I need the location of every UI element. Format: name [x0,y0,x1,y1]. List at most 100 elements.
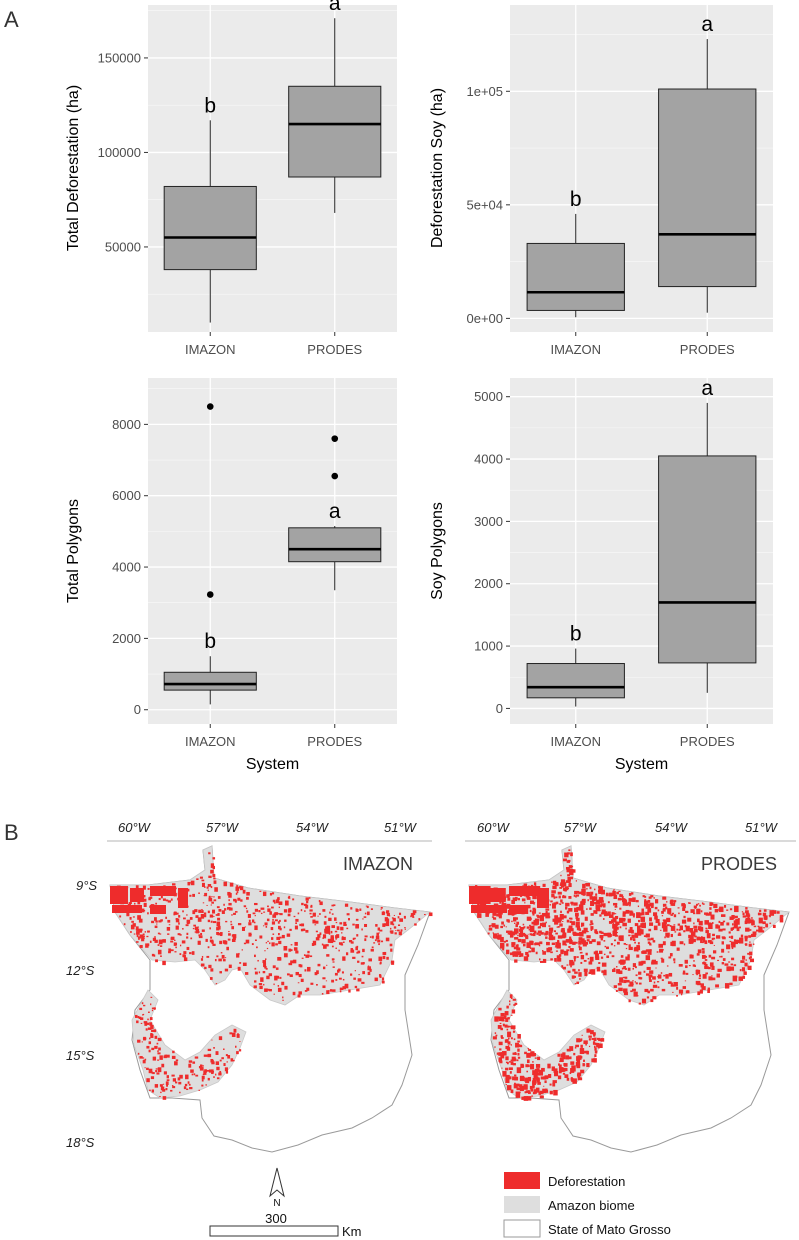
deforestation-patch [568,849,571,852]
deforestation-patch [560,899,563,903]
deforestation-patch [190,880,195,886]
deforestation-patch [504,1011,509,1016]
deforestation-patch [339,922,343,925]
deforestation-patch [218,1072,222,1076]
deforestation-patch [567,874,571,877]
deforestation-patch [632,988,636,992]
deforestation-patch [379,962,382,965]
deforestation-patch [223,881,228,887]
map-title-prodes: PRODES [701,854,777,874]
deforestation-patch [599,934,604,939]
deforestation-patch [377,939,381,943]
deforestation-patch [706,933,711,939]
deforestation-patch [322,985,326,989]
deforestation-patch [506,949,510,955]
deforestation-patch [283,945,288,951]
deforestation-patch [742,912,745,916]
deforestation-patch [562,1052,566,1056]
y-tick-label: 150000 [98,50,141,65]
deforestation-patch [641,911,645,916]
x-tick-label: PRODES [307,342,362,357]
deforestation-patch [245,972,249,975]
deforestation-patch [344,903,349,907]
deforestation-patch [253,985,257,989]
deforestation-patch [522,943,526,947]
deforestation-patch [701,986,706,990]
deforestation-patch [603,969,607,972]
deforestation-patch [235,1045,237,1048]
deforestation-patch [530,940,534,946]
deforestation-patch [676,947,680,951]
deforestation-patch [562,915,567,919]
deforestation-patch [231,934,235,937]
deforestation-patch [696,936,700,941]
deforestation-patch [702,974,707,979]
deforestation-patch [149,1089,151,1091]
deforestation-patch [623,898,626,901]
deforestation-patch [532,1080,536,1085]
deforestation-patch [715,984,719,988]
deforestation-patch [498,915,502,919]
deforestation-patch [519,895,523,897]
deforestation-patch [119,915,122,918]
deforestation-patch [273,913,276,916]
deforestation-patch [745,910,749,914]
deforestation-patch [717,959,720,962]
deforestation-patch [716,973,720,978]
deforestation-patch [230,920,232,923]
deforestation-patch [254,939,257,942]
deforestation-patch [152,937,156,942]
deforestation-patch [354,970,356,972]
deforestation-patch [144,1058,147,1061]
deforestation-patch [140,1022,143,1024]
deforestation-patch [613,894,618,900]
deforestation-patch [569,1072,572,1075]
deforestation-patch [607,934,612,937]
deforestation-patch [541,912,547,917]
deforestation-patch [217,912,220,916]
deforestation-patch [712,950,717,954]
deforestation-patch [519,953,524,957]
deforestation-patch [552,895,555,898]
deforestation-patch [517,1056,521,1059]
deforestation-patch [525,951,529,956]
deforestation-patch [649,970,654,974]
deforestation-patch [577,1055,582,1060]
deforestation-patch [728,961,731,963]
deforestation-patch [306,900,309,904]
deforestation-patch [633,947,638,952]
deforestation-patch [719,956,721,958]
deforestation-patch [571,1065,576,1072]
box-iqr [163,671,257,691]
deforestation-patch [141,910,144,912]
deforestation-patch [272,918,274,921]
boxplot-2: 0e+005e+041e+05bIMAZONaPRODESDeforestati… [429,5,773,357]
deforestation-patch [648,928,652,932]
deforestation-patch [699,927,704,932]
deforestation-patch [293,915,296,918]
deforestation-patch [511,899,515,904]
deforestation-patch [779,915,783,919]
deforestation-patch [537,1081,541,1085]
deforestation-patch [554,946,557,948]
deforestation-patch [522,923,525,926]
deforestation-patch [309,909,313,912]
deforestation-patch [367,971,371,976]
north-arrow: N [269,1167,285,1209]
deforestation-patch [145,1028,148,1031]
deforestation-patch [657,909,660,912]
lon-label-51w-left: 51°W [384,820,418,835]
deforestation-patch [248,932,252,937]
y-tick-label: 1000 [474,639,503,654]
deforestation-patch [719,906,724,913]
deforestation-patch [418,918,421,921]
deforestation-patch [227,907,231,910]
deforestation-patch [574,957,576,960]
deforestation-patch [183,1086,187,1090]
deforestation-patch [641,998,647,1004]
deforestation-patch [149,940,152,943]
deforestation-patch [170,949,174,952]
deforestation-patch [539,1090,543,1095]
deforestation-patch [640,923,645,928]
deforestation-patch [681,903,686,907]
